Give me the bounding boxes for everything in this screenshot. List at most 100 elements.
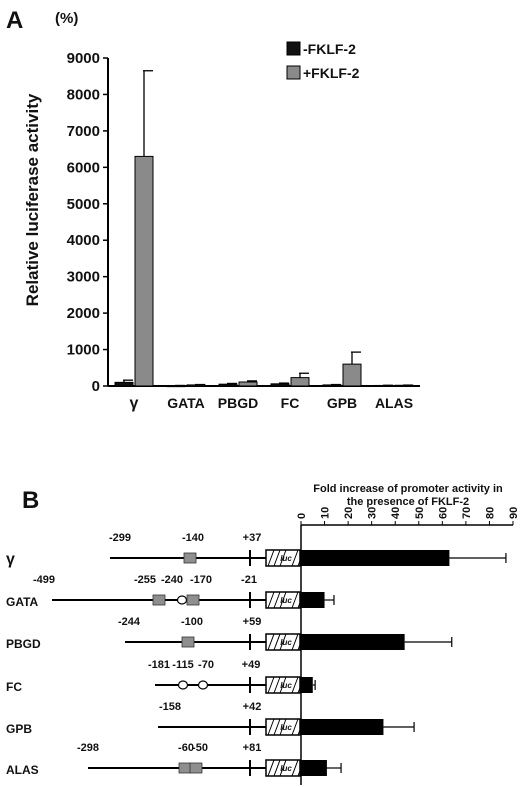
luc-reporter-label: luc xyxy=(280,596,292,605)
panel-a-bar xyxy=(270,383,290,387)
construct-element-label: -255 xyxy=(134,574,156,586)
luc-hatch-line xyxy=(279,549,287,567)
luc-reporter-label: luc xyxy=(280,681,292,690)
luc-hatch-line xyxy=(291,633,299,651)
panel-a-y-tick-label: 5000 xyxy=(67,196,100,213)
construct-name-label: FC xyxy=(6,680,22,694)
panel-b-bars xyxy=(301,550,507,776)
panel-a-letter: A xyxy=(6,7,23,34)
construct-element-label: -170 xyxy=(190,574,212,586)
construct-end-label: +42 xyxy=(243,701,262,713)
luc-hatch-line xyxy=(273,633,281,651)
construct-name-label: PBGD xyxy=(6,637,41,651)
panel-a-x-tick-label: GATA xyxy=(167,395,205,411)
legend-swatch-plus xyxy=(286,65,301,80)
luc-hatch-line xyxy=(279,633,287,651)
luc-hatch-line xyxy=(273,549,281,567)
luc-hatch-line xyxy=(267,718,275,736)
panel-a-y-tick-label: 8000 xyxy=(67,86,100,103)
construct-start-label: -298 xyxy=(77,742,99,754)
construct-name-label: GPB xyxy=(6,722,32,736)
panel-a-y-tick-label: 3000 xyxy=(67,269,100,286)
construct-element-label: -115 xyxy=(172,659,193,671)
construct-start-label: -158 xyxy=(159,701,181,713)
panel-b-x-tick-label: 0 xyxy=(296,513,308,519)
panel-a-y-tick-label: 7000 xyxy=(67,123,100,140)
panel-a-y-axis-label: Relative luciferase activity xyxy=(23,93,42,306)
construct-start-label: -181 xyxy=(148,659,170,671)
panel-a-bar xyxy=(238,381,258,387)
construct-element-box xyxy=(152,594,166,606)
luc-reporter-label: luc xyxy=(280,554,292,563)
construct-start-label: -244 xyxy=(118,616,141,628)
legend-label-plus: +FKLF-2 xyxy=(303,65,360,81)
panel-b-x-tick-label: 70 xyxy=(461,507,473,519)
construct-end-label: +49 xyxy=(242,659,261,671)
panel-b-bar xyxy=(301,677,313,693)
panel-a-y-tick-label: 9000 xyxy=(67,50,100,67)
construct-element-label: -70 xyxy=(198,659,214,671)
legend-label-minus: -FKLF-2 xyxy=(303,41,356,57)
luc-hatch-line xyxy=(273,676,281,694)
luc-hatch-line xyxy=(291,759,299,777)
panel-b-x-tick-label: 80 xyxy=(484,507,496,519)
construct-element-label: -240 xyxy=(161,574,183,586)
luc-hatch-line xyxy=(273,591,281,609)
panel-a-y-tick-label: 6000 xyxy=(67,159,100,176)
panel-a-x-tick-label: ALAS xyxy=(375,395,413,411)
construct-name-label: ALAS xyxy=(6,763,39,777)
luc-hatch-line xyxy=(279,718,287,736)
panel-b-x-tick-label: 30 xyxy=(367,507,379,519)
luc-reporter-label: luc xyxy=(280,764,292,773)
construct-element-circle xyxy=(177,680,189,690)
construct-element-box xyxy=(186,594,200,606)
panel-b-bar xyxy=(301,592,325,608)
panel-a-y-tick-label: 4000 xyxy=(67,232,100,249)
luc-hatch-line xyxy=(267,759,275,777)
panel-a-bar xyxy=(290,377,310,387)
construct-element-circle xyxy=(197,680,209,690)
panel-a-x-tick-label: γ xyxy=(130,395,139,412)
construct-element-box xyxy=(178,762,192,774)
luc-hatch-line xyxy=(279,591,287,609)
construct-element-label: -140 xyxy=(182,532,204,544)
luc-hatch-line xyxy=(279,759,287,777)
luc-hatch-line xyxy=(291,549,299,567)
panel-b-x-tick-label: 90 xyxy=(508,507,520,519)
luc-hatch-line xyxy=(267,676,275,694)
luc-hatch-line xyxy=(267,633,275,651)
luc-hatch-line xyxy=(267,549,275,567)
construct-element-circle xyxy=(176,595,188,605)
panel-a-bar xyxy=(218,383,238,387)
panel-a-unit-label: (%) xyxy=(55,10,78,27)
construct-end-label: +59 xyxy=(243,616,262,628)
panel-a-bar xyxy=(342,363,362,387)
construct-name-label: GATA xyxy=(6,595,39,609)
construct-name-label: γ xyxy=(6,551,15,568)
panel-a-bar xyxy=(114,381,134,387)
panel-b-bar xyxy=(301,550,450,566)
panel-a-x-tick-label: FC xyxy=(281,395,300,411)
panel-a-y-tick-label: 0 xyxy=(92,378,100,395)
panel-b-x-tick-label: 20 xyxy=(343,507,355,519)
construct-element-label: -100 xyxy=(181,616,203,628)
panel-b-x-tick-label: 50 xyxy=(414,507,426,519)
panel-b-bar xyxy=(301,760,327,776)
construct-end-label: +37 xyxy=(243,532,262,544)
construct-element-box xyxy=(189,762,203,774)
luc-hatch-line xyxy=(279,676,287,694)
panel-a-legend: -FKLF-2 +FKLF-2 xyxy=(286,41,360,81)
panel-b-x-tick-label: 10 xyxy=(320,507,332,519)
construct-start-label: -499 xyxy=(33,574,55,586)
construct-end-label: -21 xyxy=(241,574,257,586)
luc-reporter-label: luc xyxy=(280,638,292,647)
construct-start-label: -299 xyxy=(109,532,131,544)
panel-b-bar xyxy=(301,634,405,650)
panel-a-y-tick-label: 1000 xyxy=(67,342,100,359)
panel-b-letter: B xyxy=(22,487,39,514)
luc-hatch-line xyxy=(273,718,281,736)
panel-a-bar xyxy=(134,155,154,387)
panel-b-axes: 0 10 20 30 40 50 60 70 80 90 xyxy=(296,507,520,785)
luc-hatch-line xyxy=(291,591,299,609)
panel-b-axis-title-line2: the presence of FKLF-2 xyxy=(347,496,469,508)
